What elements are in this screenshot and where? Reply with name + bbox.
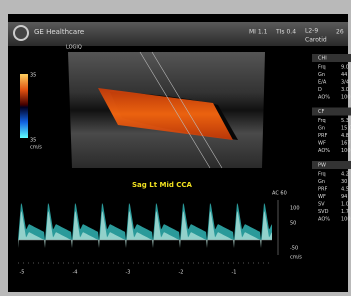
time-label: -5 [20, 270, 25, 276]
param-name: SV [318, 202, 325, 208]
param-name: AO% [318, 148, 330, 154]
scale-bottom: 35 [30, 138, 36, 144]
tis: TIs 0.4 [275, 29, 296, 36]
time-label: -4 [73, 270, 78, 276]
velocity-label: 100 [290, 206, 300, 212]
param-name: E/A [318, 80, 327, 86]
param-name: PRF [318, 187, 327, 193]
param-name: Frq [318, 172, 326, 178]
preset: Carotid [305, 37, 327, 44]
velocity-unit: cm/s [290, 255, 302, 261]
param-name: AO% [318, 217, 330, 223]
velocity-label: -50 [290, 246, 298, 252]
frame-rate: 26 [336, 29, 344, 36]
scale-unit: cm/s [30, 145, 42, 151]
param-value: 4.8 [341, 133, 349, 139]
param-name: WF [318, 141, 326, 147]
param-value: 94 [341, 194, 347, 200]
param-name: WF [318, 194, 326, 200]
param-value: 167 [341, 141, 351, 147]
param-value: 3/4 [341, 80, 349, 86]
param-name: SVD [318, 209, 329, 215]
brand: GE Healthcare [34, 28, 84, 36]
system: LOGIQ [66, 45, 82, 51]
screen: GE Healthcare MI 1.1 TIs 0.4 L2-9 Caroti… [0, 0, 351, 296]
param-value: 9.0 [341, 65, 349, 71]
color-bar [20, 74, 28, 138]
panel-title: PW [318, 163, 326, 169]
param-value: 4.5 [341, 187, 349, 193]
param-value: 15.0 [341, 126, 351, 132]
param-name: Frq [318, 118, 326, 124]
scale-top: 35 [30, 73, 36, 79]
probe: L2-9 [305, 28, 318, 35]
param-name: Frq [318, 65, 326, 71]
time-label: -3 [126, 270, 131, 276]
param-value: 44 [341, 72, 347, 78]
param-value: 3.0 [341, 87, 349, 93]
mi: MI 1.1 [249, 29, 268, 36]
param-value: 1.7 [341, 209, 349, 215]
time-label: -1 [232, 270, 237, 276]
param-value: 100 [341, 148, 351, 154]
panel-title: CHI [318, 56, 327, 62]
param-name: AO% [318, 95, 330, 101]
ultrasound-display: GE Healthcare MI 1.1 TIs 0.4 L2-9 Caroti… [0, 0, 351, 296]
param-value: 100 [341, 217, 351, 223]
param-name: Gn [318, 126, 325, 132]
time-label: -2 [179, 270, 184, 276]
image-label: Sag Lt Mid CCA [132, 181, 193, 189]
param-value: 1.0 [341, 202, 349, 208]
param-name: PRF [318, 133, 327, 139]
param-name: Gn [318, 179, 325, 185]
param-name: D [318, 87, 322, 93]
param-value: 100 [341, 95, 351, 101]
angle-correct: AC 60 [272, 191, 287, 197]
param-value: 5.3 [341, 118, 349, 124]
velocity-label: 50 [290, 221, 296, 227]
param-name: Gn [318, 72, 325, 78]
panel-title: CF [318, 109, 324, 115]
ge-logo-inner [15, 27, 27, 39]
param-value: 4.2 [341, 172, 349, 178]
param-value: 30 [341, 179, 347, 185]
